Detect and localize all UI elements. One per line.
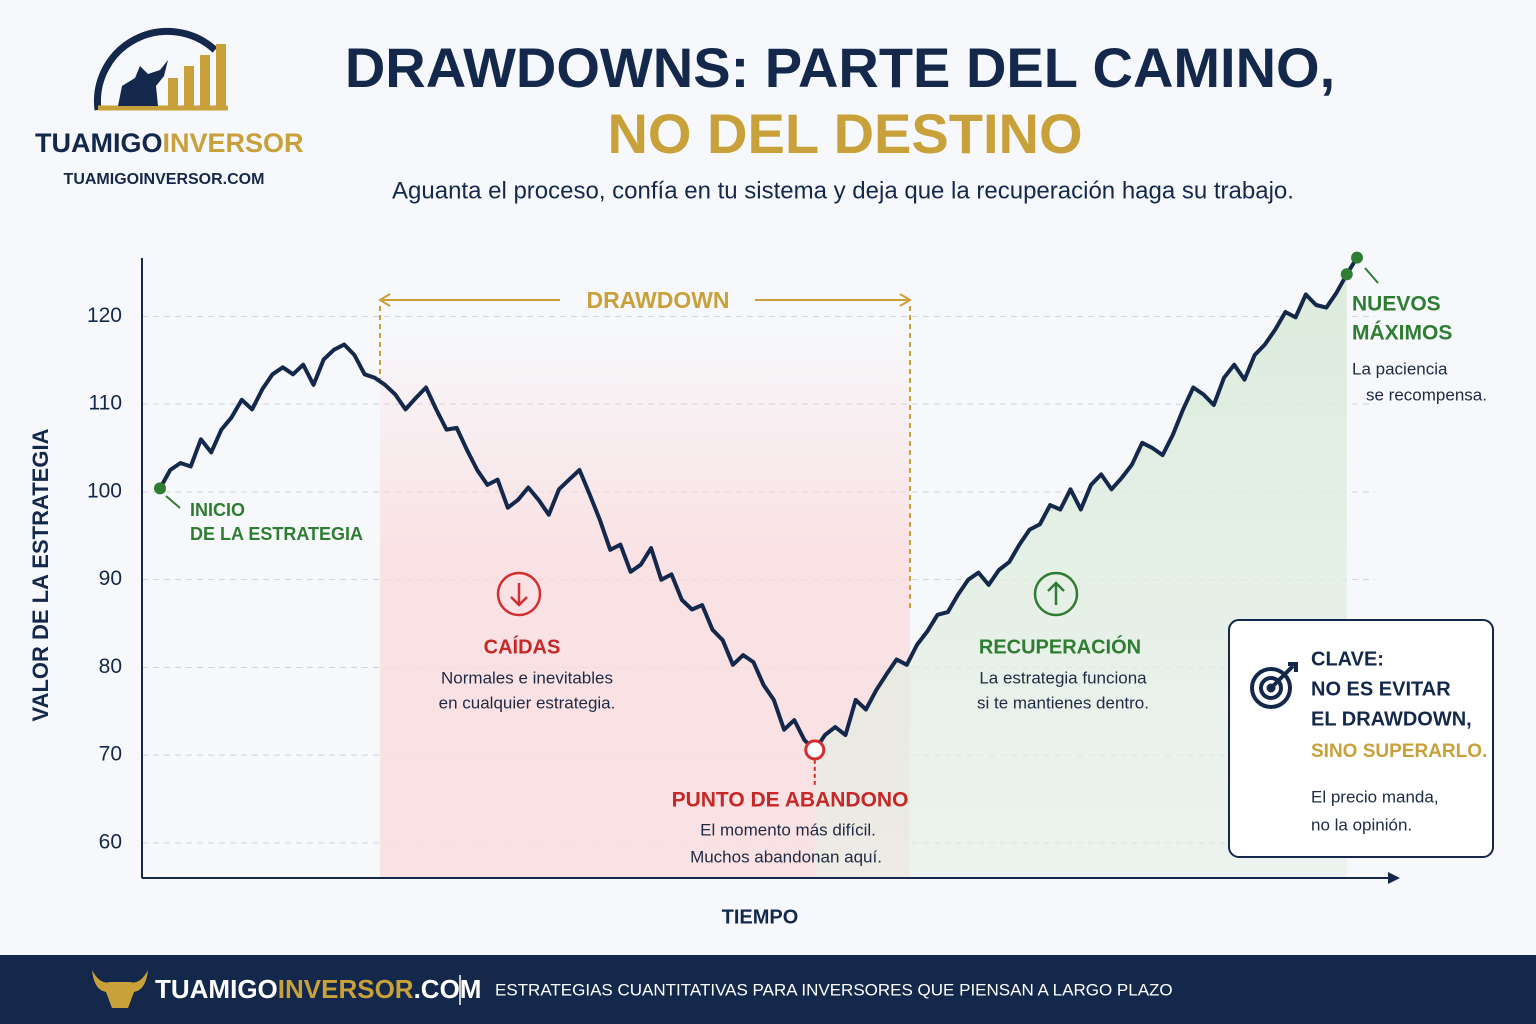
title-line-2: NO DEL DESTINO [607,102,1082,165]
target-icon [1250,662,1298,709]
footer-brand-c: .COM [414,974,482,1004]
key-line: EL DRAWDOWN, [1311,708,1472,730]
start-point [154,482,166,495]
highs-title: NUEVOS [1352,293,1441,316]
abandon-point [804,739,826,761]
footer-brand: TUAMIGOINVERSOR.COM [155,974,481,1004]
logo [93,27,228,111]
brand-site: TUAMIGOINVERSOR.COM [64,171,265,188]
y-tick-label: 120 [87,304,122,327]
high-point [1351,251,1363,264]
falls-icon [496,571,542,617]
y-tick-label: 110 [89,392,122,415]
start-connector [165,495,181,509]
footer-brand-b: INVERSOR [278,974,414,1004]
brand-name: TUAMIGOINVERSOR [35,128,304,158]
footer-logo [92,970,148,1008]
key-note: no la opinión. [1311,815,1412,834]
y-tick-label: 60 [99,830,122,853]
recovery-title: RECUPERACIÓN [979,634,1141,658]
highs-title: MÁXIMOS [1352,322,1452,345]
shading [142,274,1375,879]
y-tick-label: 80 [99,655,122,678]
key-line: CLAVE: [1311,648,1384,670]
recovery-text: si te mantienes dentro. [977,693,1149,712]
subtitle: Aguanta el proceso, confía en tu sistema… [392,177,1294,204]
footer [0,955,1536,1024]
highs-connector [1364,267,1379,284]
highs-text: La paciencia [1352,359,1448,378]
falls-title: CAÍDAS [484,635,561,658]
y-tick-label: 90 [99,567,122,590]
key-box [1228,619,1494,858]
y-tick-label: 100 [87,479,122,502]
start-label: DE LA ESTRATEGIA [190,524,363,544]
key-line: NO ES EVITAR [1311,678,1451,700]
abandon-title: PUNTO DE ABANDONO [672,789,909,812]
footer-brand-a: TUAMIGO [155,974,278,1004]
y-axis-label: VALOR DE LA ESTRATEGIA [28,428,53,721]
brand-name-b: INVERSOR [163,128,304,158]
strategy-line [158,256,1359,752]
highs-text: se recompensa. [1366,385,1487,404]
falls-text: en cualquier estrategia. [439,693,616,712]
key-highlight: SINO SUPERARLO. [1311,741,1487,762]
falls-text: Normales e inevitables [441,668,613,687]
drawdown-bracket [378,293,912,612]
abandon-text: El momento más difícil. [700,820,876,839]
start-label: INICIO [190,500,245,520]
title-line-1: DRAWDOWNS: PARTE DEL CAMINO, [345,36,1335,99]
high-point [1340,268,1353,281]
recovery-text: La estrategia funciona [979,668,1147,687]
footer-tagline: ESTRATEGIAS CUANTITATIVAS PARA INVERSORE… [495,980,1173,999]
recovery-icon [1033,571,1079,617]
brand-name-a: TUAMIGO [35,128,163,158]
recovery-area [814,274,1347,879]
y-tick-label: 70 [99,743,122,766]
abandon-text: Muchos abandonan aquí. [690,847,882,866]
x-axis-label: TIEMPO [722,906,799,928]
x-axis-arrow [1388,872,1400,884]
drawdown-label: DRAWDOWN [586,287,729,313]
key-note: El precio manda, [1311,787,1439,806]
